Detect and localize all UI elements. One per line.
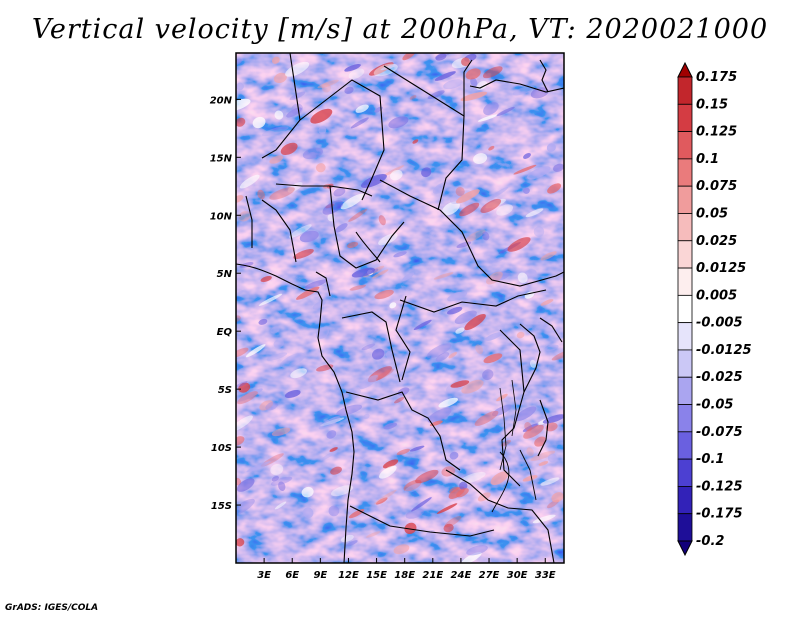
lon-tick-label: 12E: [338, 570, 359, 581]
country-borders: [236, 53, 564, 563]
colorbar-label: 0.15: [696, 97, 728, 112]
colorbar-swatch: [677, 513, 693, 542]
colorbar-swatch: [677, 431, 693, 460]
colorbar-swatch: [677, 376, 693, 405]
colorbar-bottom-arrow: [677, 540, 693, 557]
colorbar-label: -0.0125: [696, 343, 752, 358]
lat-tick-label: 15N: [210, 153, 233, 164]
lon-tick-label: 6E: [285, 570, 299, 581]
colorbar-swatch: [677, 458, 693, 487]
colorbar-swatch: [677, 103, 693, 132]
colorbar: 0.175 0.15 0.125 0.1 0.075 0.05 0.025 0.0125 0.0…: [677, 61, 752, 557]
latitude-axis: 20N 15N 10N 5N EQ 5S 10S 15S: [210, 95, 241, 512]
map-frame: [235, 52, 565, 564]
lat-tick-label: 10S: [211, 443, 232, 454]
colorbar-swatch: [677, 294, 693, 324]
colorbar-label: 0.025: [696, 234, 737, 249]
lon-tick-label: 33E: [535, 570, 556, 581]
map-title: Vertical velocity [m/s] at 200hPa, VT: 2…: [31, 14, 769, 45]
colorbar-label: -0.05: [696, 398, 733, 413]
colorbar-swatch: [677, 349, 693, 378]
colorbar-label: -0.175: [696, 507, 743, 522]
colorbar-label: 0.0125: [696, 261, 746, 276]
lat-tick-label: 10N: [210, 211, 233, 222]
lon-tick-label: 21E: [422, 570, 443, 581]
colorbar-label: 0.005: [696, 288, 737, 303]
lat-tick-label: 20N: [210, 95, 233, 106]
colorbar-swatch: [677, 158, 693, 187]
lat-tick-label: 5N: [217, 269, 233, 280]
lon-tick-label: 9E: [313, 570, 327, 581]
colorbar-swatch: [677, 76, 693, 105]
colorbar-label: -0.125: [696, 479, 743, 494]
colorbar-swatch: [677, 213, 693, 242]
lat-tick-label: 15S: [211, 501, 232, 512]
lon-tick-label: 3E: [257, 570, 271, 581]
lon-tick-label: 27E: [479, 570, 500, 581]
colorbar-label: 0.125: [696, 125, 737, 140]
colorbar-swatch: [677, 486, 693, 515]
lon-tick-label: 30E: [507, 570, 528, 581]
colorbar-swatch: [677, 404, 693, 433]
colorbar-label: -0.075: [696, 425, 743, 440]
colorbar-label: 0.05: [696, 206, 728, 221]
colorbar-swatch: [677, 185, 693, 214]
colorbar-swatch: [677, 131, 693, 160]
longitude-axis: 3E 6E 9E 12E 15E 18E 21E 24E 27E 30E 33E: [257, 558, 556, 581]
lat-tick-label: EQ: [217, 327, 233, 338]
colorbar-label: -0.025: [696, 370, 743, 385]
colorbar-label: 0.1: [696, 152, 719, 167]
grads-credit: GrADS: IGES/COLA: [5, 603, 99, 613]
colorbar-label: 0.175: [696, 70, 737, 85]
lon-tick-label: 24E: [451, 570, 472, 581]
colorbar-swatch: [677, 322, 693, 351]
lat-tick-label: 5S: [218, 385, 232, 396]
colorbar-label: -0.005: [696, 316, 743, 331]
colorbar-swatch: [677, 267, 693, 296]
colorbar-swatch: [677, 240, 693, 269]
colorbar-label: -0.1: [696, 452, 724, 467]
colorbar-label: -0.2: [696, 534, 724, 549]
colorbar-top-arrow: [677, 61, 693, 78]
colorbar-label: 0.075: [696, 179, 737, 194]
velocity-field: [236, 53, 564, 563]
lon-tick-label: 15E: [366, 570, 387, 581]
lon-tick-label: 18E: [394, 570, 415, 581]
